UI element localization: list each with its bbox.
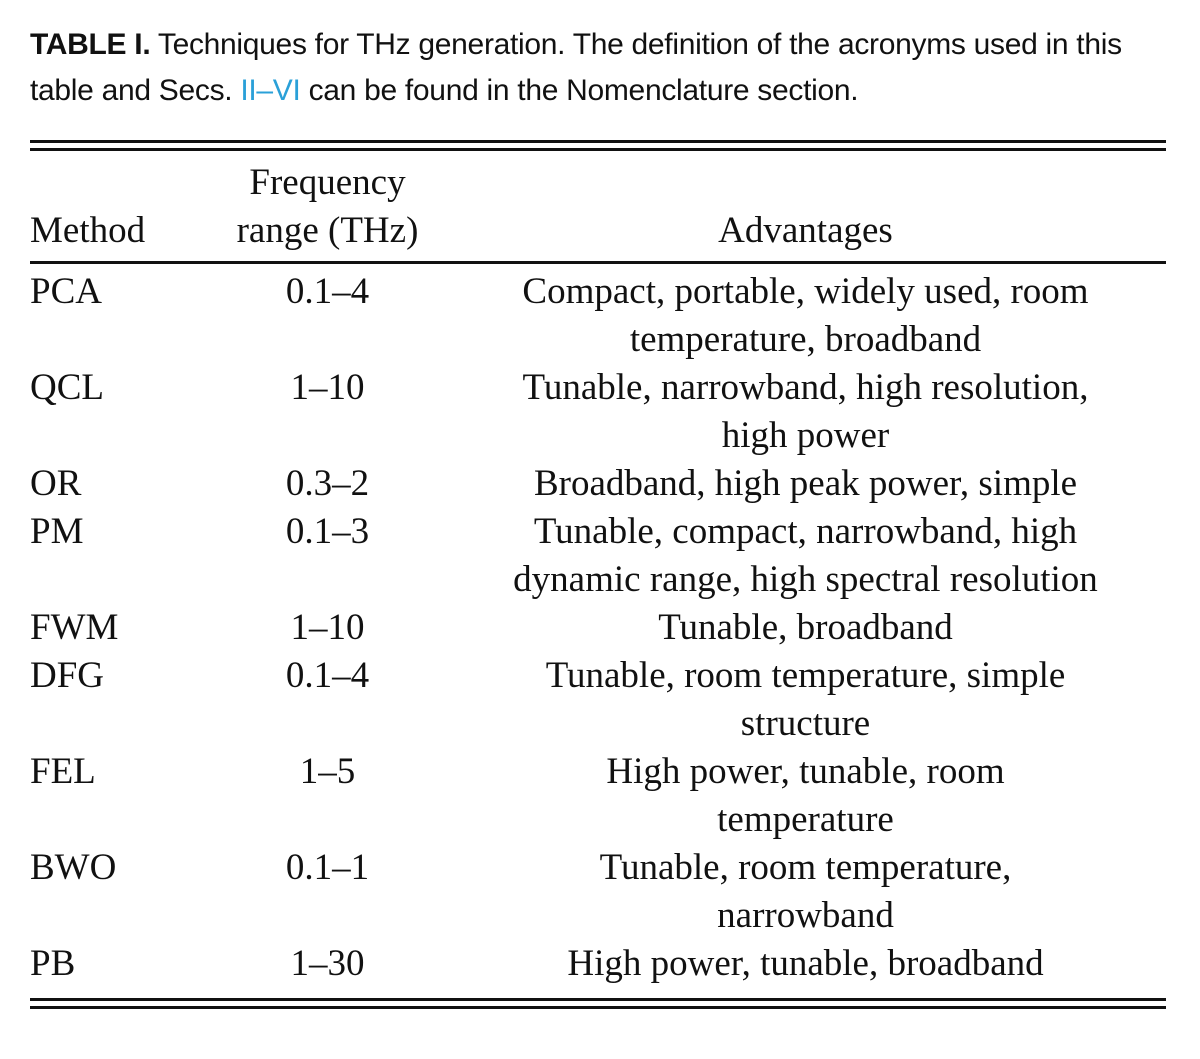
cell-method: DFG [30,655,105,696]
advantages-line: Tunable, room temperature, [599,847,1012,888]
advantages-line: Compact, portable, widely used, room [522,271,1089,312]
advantages-line: Tunable, broadband [658,607,953,648]
advantages-line: dynamic range, high spectral resolution [513,559,1098,600]
cell-method: BWO [30,847,117,888]
cell-frequency-range: 1–5 [299,751,356,792]
cell-advantages: Tunable, compact, narrowband, high dynami… [445,508,1166,604]
cell-method: FWM [30,607,119,648]
advantages-line: high power [721,415,890,456]
cell-advantages: Tunable, room temperature, narrowband [445,844,1166,940]
cell-frequency-range: 1–10 [290,607,365,648]
cell-advantages: Tunable, room temperature, simple structu… [445,652,1166,748]
cell-frequency-range: 0.1–4 [285,655,370,696]
cell-advantages: Tunable, broadband [445,604,1166,652]
cell-advantages: Compact, portable, widely used, room temp… [445,264,1166,364]
cell-advantages: High power, tunable, room temperature [445,748,1166,844]
header-frequency-line2: range (THz) [236,210,419,251]
section-cross-reference-link[interactable]: II–VI [240,74,301,107]
header-method-label: Method [30,210,146,251]
advantages-line: structure [740,703,871,744]
table-row: FWM 1–10 Tunable, broadband [30,604,1166,652]
advantages-line: temperature, broadband [629,319,982,360]
table-row: BWO 0.1–1 Tunable, room temperature, narrow… [30,844,1166,940]
header-row: Method Frequency range (THz) Advantages [30,151,1166,261]
cell-advantages: Broadband, high peak power, simple [445,460,1166,508]
header-frequency-line1: Frequency [249,162,406,203]
table-header: Method Frequency range (THz) Advantages [30,151,1166,261]
advantages-line: narrowband [717,895,894,936]
cell-frequency-range: 0.1–3 [285,511,370,552]
cell-method: PM [30,511,84,552]
paper-table-page: TABLE I. Techniques for THz generation. … [30,22,1166,1009]
table-row: OR 0.3–2 Broadband, high peak power, simpl… [30,460,1166,508]
caption-text-end: can be found in the Nomenclature section… [300,74,859,107]
table-label: TABLE I. [30,28,151,61]
cell-method: FEL [30,751,96,792]
cell-method: QCL [30,367,104,408]
table-top-double-rule [30,140,1166,151]
table-body: PCA 0.1–4 Compact, portable, widely used, … [30,264,1166,998]
advantages-line: temperature [717,799,894,840]
table-bottom-double-rule [30,998,1166,1009]
cell-frequency-range: 0.1–4 [285,271,370,312]
cell-method: PCA [30,271,102,312]
cell-method: OR [30,463,82,504]
advantages-line: Tunable, room temperature, simple [545,655,1066,696]
cell-frequency-range: 0.1–1 [285,847,370,888]
cell-method: PB [30,943,76,984]
advantages-line: High power, tunable, room [606,751,1005,792]
advantages-line: High power, tunable, broadband [567,943,1044,984]
header-advantages-label: Advantages [718,210,893,251]
advantages-line: Tunable, narrowband, high resolution, [522,367,1089,408]
table-row: FEL 1–5 High power, tunable, room temperatu… [30,748,1166,844]
table-row: DFG 0.1–4 Tunable, room temperature, simpl… [30,652,1166,748]
header-method: Method [30,151,210,261]
advantages-line: Tunable, compact, narrowband, high [533,511,1078,552]
cell-frequency-range: 0.3–2 [285,463,370,504]
cell-advantages: High power, tunable, broadband [445,940,1166,998]
table-row: PM 0.1–3 Tunable, compact, narrowband, hig… [30,508,1166,604]
cell-advantages: Tunable, narrowband, high resolution, hig… [445,364,1166,460]
cell-frequency-range: 1–10 [290,367,365,408]
table-row: QCL 1–10 Tunable, narrowband, high resolut… [30,364,1166,460]
thz-techniques-table: Method Frequency range (THz) Advantages [30,151,1166,261]
thz-techniques-table-body: PCA 0.1–4 Compact, portable, widely used, … [30,264,1166,998]
table-row: PCA 0.1–4 Compact, portable, widely used, … [30,264,1166,364]
table-row: PB 1–30 High power, tunable, broadband [30,940,1166,998]
header-rule [30,261,1166,264]
advantages-line: Broadband, high peak power, simple [533,463,1078,504]
table-caption: TABLE I. Techniques for THz generation. … [30,22,1166,114]
header-frequency-range: Frequency range (THz) [210,151,445,261]
caption-text: Techniques for THz generation. The defin… [30,28,1122,107]
cell-frequency-range: 1–30 [290,943,365,984]
header-advantages: Advantages [445,151,1166,261]
